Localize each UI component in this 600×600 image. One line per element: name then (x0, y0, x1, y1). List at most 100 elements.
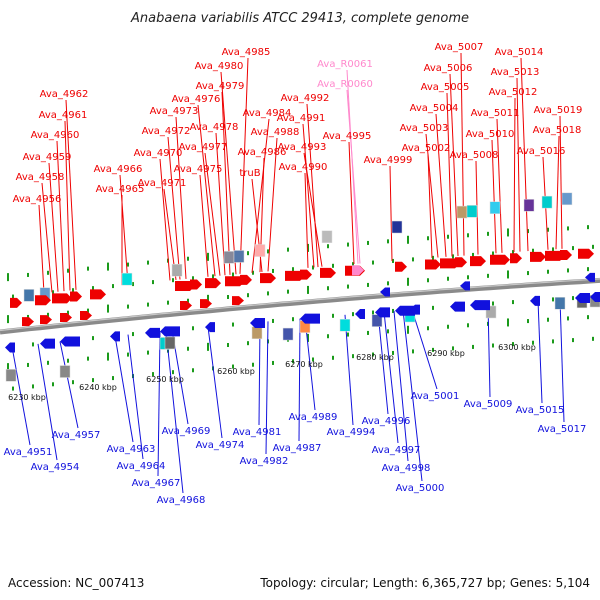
gene-label[interactable]: Ava_4963 (107, 444, 156, 455)
gene-labels[interactable]: Ava_4956 Ava_4958 Ava_4959 Ava_4960 Ava_4961… (4, 42, 587, 506)
gene-label[interactable]: Ava_5001 (411, 391, 460, 402)
gene-label[interactable]: Ava_4986 (238, 147, 287, 158)
gene-label[interactable]: Ava_4968 (157, 495, 206, 506)
callout-line (215, 132, 226, 276)
callout-line (427, 153, 433, 258)
callout-line (520, 57, 529, 252)
gene-label[interactable]: Ava_4979 (196, 81, 245, 92)
gene-label[interactable]: Ava_5012 (489, 87, 538, 98)
gene-label[interactable]: Ava_4976 (172, 94, 221, 105)
callout-line (220, 71, 237, 275)
gene-label[interactable]: Ava_R0060 (317, 79, 373, 90)
callout-line (411, 309, 438, 390)
scale-label: 6280 kbp (356, 353, 394, 362)
gene-label[interactable]: Ava_4958 (16, 172, 65, 183)
gene-label[interactable]: Ava_4982 (240, 456, 289, 467)
feature-box (254, 244, 266, 257)
gene-label[interactable]: Ava_4964 (117, 461, 166, 472)
gene-label[interactable]: Ava_5005 (421, 82, 470, 93)
gene-label[interactable]: Ava_4999 (364, 155, 413, 166)
feature-box (171, 264, 183, 277)
forward-gene-arrow (240, 274, 252, 285)
gene-label[interactable]: Ava_4971 (138, 178, 187, 189)
callout-line (446, 92, 453, 257)
gene-label[interactable]: Ava_4994 (327, 427, 376, 438)
callout-line (389, 165, 393, 262)
gene-label[interactable]: Ava_4975 (174, 164, 223, 175)
gene-label[interactable]: Ava_4992 (281, 93, 330, 104)
gene-label[interactable]: Ava_4951 (4, 447, 53, 458)
callout-line (425, 133, 439, 258)
callout-line (114, 335, 134, 443)
forward-gene-arrow (40, 315, 52, 325)
gene-label[interactable]: Ava_4981 (233, 427, 282, 438)
gene-label[interactable]: Ava_4957 (52, 430, 101, 441)
forward-gene-arrow (90, 289, 106, 300)
gene-label[interactable]: Ava_5008 (450, 150, 499, 161)
gene-label[interactable]: Ava_4998 (382, 463, 431, 474)
gene-label[interactable]: Ava_R0061 (317, 59, 373, 70)
gene-label[interactable]: Ava_5002 (402, 143, 451, 154)
gene-label[interactable]: Ava_4980 (195, 61, 244, 72)
callout-line (197, 104, 216, 277)
gene-label[interactable]: Ava_4985 (222, 47, 271, 58)
callout-line (37, 343, 58, 461)
feature-box (282, 327, 294, 341)
callout-line (302, 123, 315, 268)
gene-label[interactable]: Ava_5009 (464, 399, 513, 410)
gene-label[interactable]: Ava_4973 (150, 106, 199, 117)
forward-gene-arrow (80, 310, 92, 320)
gene-label[interactable]: Ava_5019 (534, 105, 583, 116)
gene-label[interactable]: Ava_4989 (289, 412, 338, 423)
forward-gene-arrow (260, 273, 276, 284)
reverse-gene-arrow (355, 308, 365, 319)
gene-label[interactable]: Ava_5017 (538, 424, 587, 435)
forward-gene-arrow (578, 248, 594, 259)
gene-label[interactable]: Ava_4988 (251, 127, 300, 138)
feature-box (321, 230, 333, 243)
scale-label: 6230 kbp (8, 393, 46, 402)
gene-label[interactable]: Ava_5014 (495, 47, 544, 58)
gene-label[interactable]: Ava_4960 (31, 130, 80, 141)
gene-label[interactable]: Ava_4966 (94, 164, 143, 175)
gene-label[interactable]: Ava_4996 (362, 416, 411, 427)
gene-label[interactable]: Ava_5015 (516, 405, 565, 416)
gene-label[interactable]: Ava_4970 (134, 148, 183, 159)
gene-label[interactable]: Ava_4972 (142, 126, 191, 137)
gene-label[interactable]: Ava_4956 (13, 194, 62, 205)
gene-label[interactable]: Ava_4959 (23, 152, 72, 163)
forward-gene-arrow (395, 261, 407, 272)
gene-label[interactable]: Ava_4962 (40, 89, 89, 100)
callout-line (348, 141, 355, 265)
gene-label[interactable]: Ava_4991 (277, 113, 326, 124)
gene-label[interactable]: Ava_4993 (278, 142, 327, 153)
feature-box (466, 205, 478, 218)
gene-label[interactable]: truB (239, 168, 260, 179)
gene-label[interactable]: Ava_5013 (491, 67, 540, 78)
gene-label[interactable]: Ava_4977 (179, 142, 228, 153)
gene-label[interactable]: Ava_4987 (273, 443, 322, 454)
forward-gene-arrow (22, 317, 34, 327)
gene-label[interactable]: Ava_4984 (243, 108, 292, 119)
gene-label[interactable]: Ava_4990 (279, 162, 328, 173)
gene-label[interactable]: Ava_5000 (396, 483, 445, 494)
gene-label[interactable]: Ava_5016 (517, 146, 566, 157)
gene-label[interactable]: Ava_5003 (400, 123, 449, 134)
gene-label[interactable]: Ava_5007 (435, 42, 484, 53)
gene-label[interactable]: Ava_5010 (466, 129, 515, 140)
gene-label[interactable]: Ava_5011 (471, 108, 520, 119)
gene-label[interactable]: Ava_4997 (372, 445, 421, 456)
gene-label[interactable]: Ava_5004 (410, 103, 459, 114)
reverse-gene-arrow (450, 301, 465, 312)
gene-label[interactable]: Ava_4954 (31, 462, 80, 473)
gene-label[interactable]: Ava_5006 (424, 63, 473, 74)
gene-label[interactable]: Ava_4995 (323, 131, 372, 142)
gene-label[interactable]: Ava_4961 (39, 110, 88, 121)
gene-label[interactable]: Ava_4978 (190, 122, 239, 133)
gene-label[interactable]: Ava_4974 (196, 440, 245, 451)
gene-label[interactable]: Ava_4967 (132, 478, 181, 489)
gene-label[interactable]: Ava_4965 (96, 184, 145, 195)
gene-label[interactable]: Ava_5018 (533, 125, 582, 136)
gene-label[interactable]: Ava_4969 (162, 426, 211, 437)
callout-line (393, 310, 409, 462)
